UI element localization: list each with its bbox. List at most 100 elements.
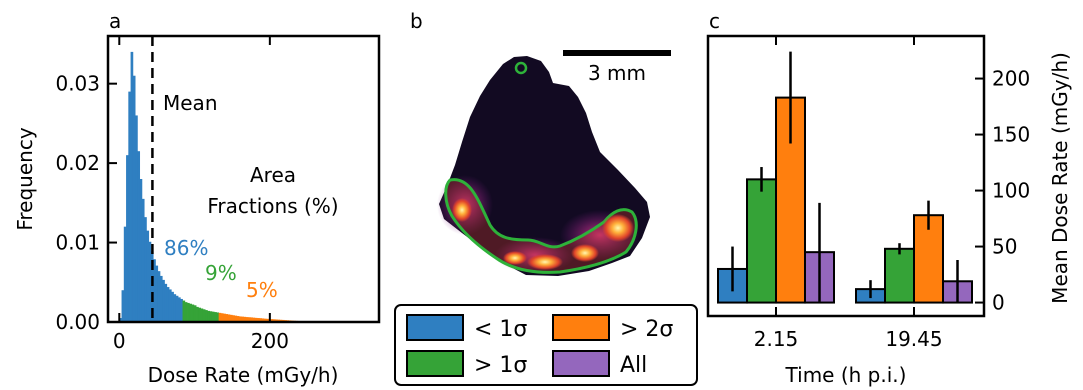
x-axis-label: Dose Rate (mGy/h) <box>148 363 339 387</box>
histogram-bar <box>171 291 174 322</box>
right-y-axis-ticks: 0 50 100 150 200 <box>975 67 1030 315</box>
histogram-bar <box>128 91 131 322</box>
histogram-bar <box>166 287 170 322</box>
histogram-bar <box>238 316 242 322</box>
histogram-bar <box>252 317 256 322</box>
histogram-bar <box>139 179 143 322</box>
histogram-bar <box>275 319 278 322</box>
histogram-bar <box>157 271 161 322</box>
histogram-bar <box>196 306 199 322</box>
histogram-bar <box>198 307 201 322</box>
histogram-bar <box>191 304 195 322</box>
legend-swatch-all <box>552 350 610 377</box>
y-tick-label: 50 <box>992 235 1017 259</box>
histogram-bar <box>182 300 186 322</box>
histogram-bar <box>155 265 159 322</box>
scale-bar <box>563 50 671 56</box>
histogram-bar <box>146 230 150 322</box>
mean-dose-rate-panel: 0 50 100 150 200 2.15 19.45 Time (h p.i.) Mea… <box>706 34 1072 387</box>
histogram-bar <box>123 226 127 322</box>
legend-swatch-above-2sigma <box>552 314 610 341</box>
y-axis-ticks: 0.00 0.01 0.02 0.03 <box>55 72 117 334</box>
histogram-bar <box>162 279 165 322</box>
green-contour-small <box>514 61 528 75</box>
histogram-bar <box>243 316 247 322</box>
histogram-bar <box>245 317 249 322</box>
y-axis-label: Mean Dose Rate (mGy/h) <box>1048 52 1072 304</box>
x-axis-label: Time (h p.i.) <box>785 363 907 387</box>
histogram-bar <box>119 318 122 322</box>
fraction-label-above-2sigma: 5% <box>246 278 278 302</box>
bar-chart-frame <box>706 34 986 318</box>
x-tick-label: 200 <box>251 329 289 353</box>
histogram-bar <box>250 317 253 322</box>
histogram-bar <box>272 319 276 322</box>
histogram-bar <box>259 318 262 322</box>
histogram-bar <box>168 289 172 322</box>
category-label: 2.15 <box>754 327 799 351</box>
histogram-bar <box>126 155 129 322</box>
legend-label-above-2sigma: > 2σ <box>620 317 673 342</box>
legend-frame <box>394 304 698 386</box>
histogram-bar <box>150 251 154 322</box>
histogram-bar <box>193 305 197 322</box>
legend-label-all: All <box>620 353 647 378</box>
histogram-bar <box>202 309 206 322</box>
histogram-bar <box>232 315 235 322</box>
histogram-bar <box>200 308 204 322</box>
y-tick-label: 0.03 <box>55 72 100 96</box>
histogram-bars <box>119 51 301 322</box>
histogram-bar <box>130 51 134 322</box>
histogram-frame <box>106 34 381 324</box>
bar <box>884 247 915 304</box>
hotspot <box>452 198 472 222</box>
hotspot <box>503 251 527 265</box>
legend-swatch-above-1sigma <box>406 350 464 377</box>
y-tick-label: 0 <box>992 291 1005 315</box>
histogram-bar <box>173 294 177 322</box>
histogram-bar <box>261 318 265 322</box>
histogram-bar <box>175 295 179 322</box>
histogram-bar <box>218 312 222 322</box>
histogram-bar <box>248 317 251 322</box>
legend: < 1σ > 2σ > 1σ All <box>394 304 698 386</box>
histogram-bar <box>148 241 152 322</box>
panel-label-a: a <box>109 9 121 33</box>
hotspot <box>571 244 599 262</box>
histogram-bar <box>263 318 267 322</box>
histogram-bar <box>216 312 220 322</box>
histogram-bar <box>211 311 215 322</box>
histogram-bar <box>135 115 138 322</box>
histogram-bar <box>227 314 231 322</box>
legend-label-above-1sigma: > 1σ <box>474 353 527 378</box>
category-label: 19.45 <box>885 327 942 351</box>
histogram-bar <box>241 316 244 322</box>
histogram-bar <box>257 318 260 322</box>
dose-rate-image: 3 mm <box>437 50 671 276</box>
y-axis-label: Frequency <box>13 127 37 230</box>
x-axis-ticks: 2.15 19.45 <box>754 36 943 351</box>
hotspot <box>527 254 563 270</box>
legend-label-below-1sigma: < 1σ <box>474 317 527 342</box>
area-fractions-title-1: Area <box>250 163 296 187</box>
histogram-bar <box>153 259 156 322</box>
histogram-bar <box>144 217 147 322</box>
hotspot <box>602 214 634 242</box>
fraction-label-above-1sigma: 9% <box>205 261 237 285</box>
y-tick-label: 150 <box>992 123 1030 147</box>
histogram-bar <box>270 319 274 322</box>
histogram-bar <box>207 310 211 322</box>
histogram-bar <box>266 318 269 322</box>
histogram-bar <box>229 314 233 322</box>
error-bars <box>731 51 959 303</box>
area-fractions-title-2: Fractions (%) <box>207 194 338 218</box>
histogram-bar <box>187 302 190 322</box>
histogram-bar <box>214 312 217 322</box>
histogram-bar <box>159 275 163 322</box>
bar <box>775 96 806 304</box>
histogram-bar <box>189 303 192 322</box>
y-tick-label: 0.01 <box>55 231 100 255</box>
histogram-bar <box>220 313 224 322</box>
histogram-bar <box>121 290 125 322</box>
